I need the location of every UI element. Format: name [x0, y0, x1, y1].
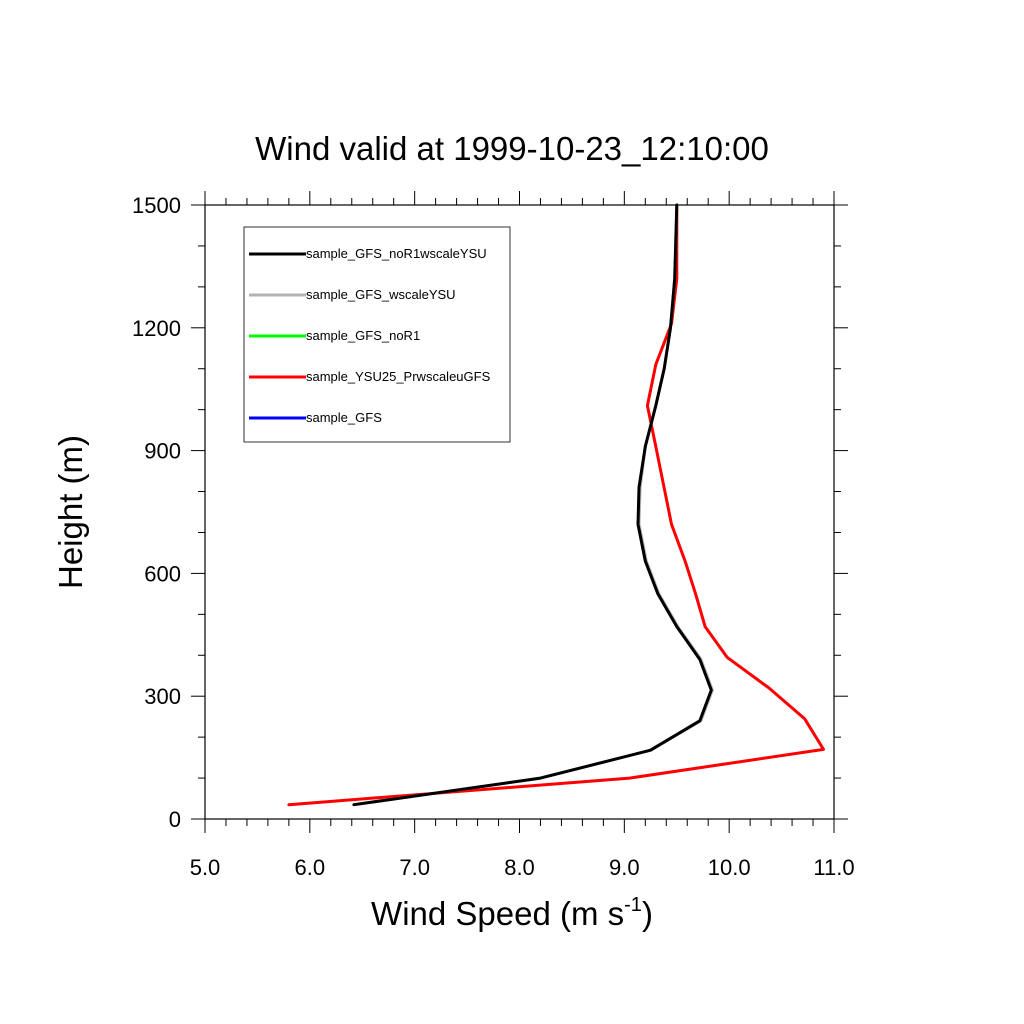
y-tick-label: 0 — [169, 807, 181, 832]
x-axis-title-end: ) — [642, 895, 653, 932]
x-axis-title-main: Wind Speed (m s — [371, 895, 624, 932]
legend-label: sample_GFS — [306, 410, 382, 425]
y-tick-label: 900 — [144, 439, 181, 464]
legend-label: sample_YSU25_PrwscaleuGFS — [306, 369, 491, 384]
x-axis-title-superscript: -1 — [624, 894, 642, 916]
y-tick-label: 1200 — [132, 316, 181, 341]
x-tick-label: 6.0 — [295, 855, 326, 880]
x-tick-label: 8.0 — [504, 855, 535, 880]
legend: sample_GFS_noR1wscaleYSU sample_GFS_wscal… — [243, 226, 511, 443]
x-tick-label: 9.0 — [609, 855, 640, 880]
y-tick-label: 1500 — [132, 193, 181, 218]
axis-tick-labels: 5.0 6.0 7.0 8.0 9.0 10.0 11.0 0 300 600 900 1200 150… — [132, 193, 855, 880]
chart-title: Wind valid at 1999-10-23_12:10:00 — [255, 130, 769, 167]
legend-label: sample_GFS_noR1wscaleYSU — [306, 246, 487, 261]
x-tick-label: 7.0 — [399, 855, 430, 880]
legend-label: sample_GFS_noR1 — [306, 328, 420, 343]
series-line-sample_YSU25_PrwscaleuGFS — [287, 203, 825, 807]
series-group — [287, 203, 825, 807]
x-tick-label: 11.0 — [813, 855, 854, 880]
series-line-sample_GFS_noR1wscaleYSU — [352, 203, 713, 807]
x-axis-title: Wind Speed (m s-1) — [371, 894, 653, 932]
x-tick-label: 5.0 — [190, 855, 221, 880]
y-axis-title: Height (m) — [52, 435, 89, 589]
y-tick-label: 300 — [144, 684, 181, 709]
legend-label: sample_GFS_wscaleYSU — [306, 287, 456, 302]
axis-ticks — [191, 191, 848, 833]
y-tick-label: 600 — [144, 561, 181, 586]
x-tick-label: 10.0 — [708, 855, 751, 880]
